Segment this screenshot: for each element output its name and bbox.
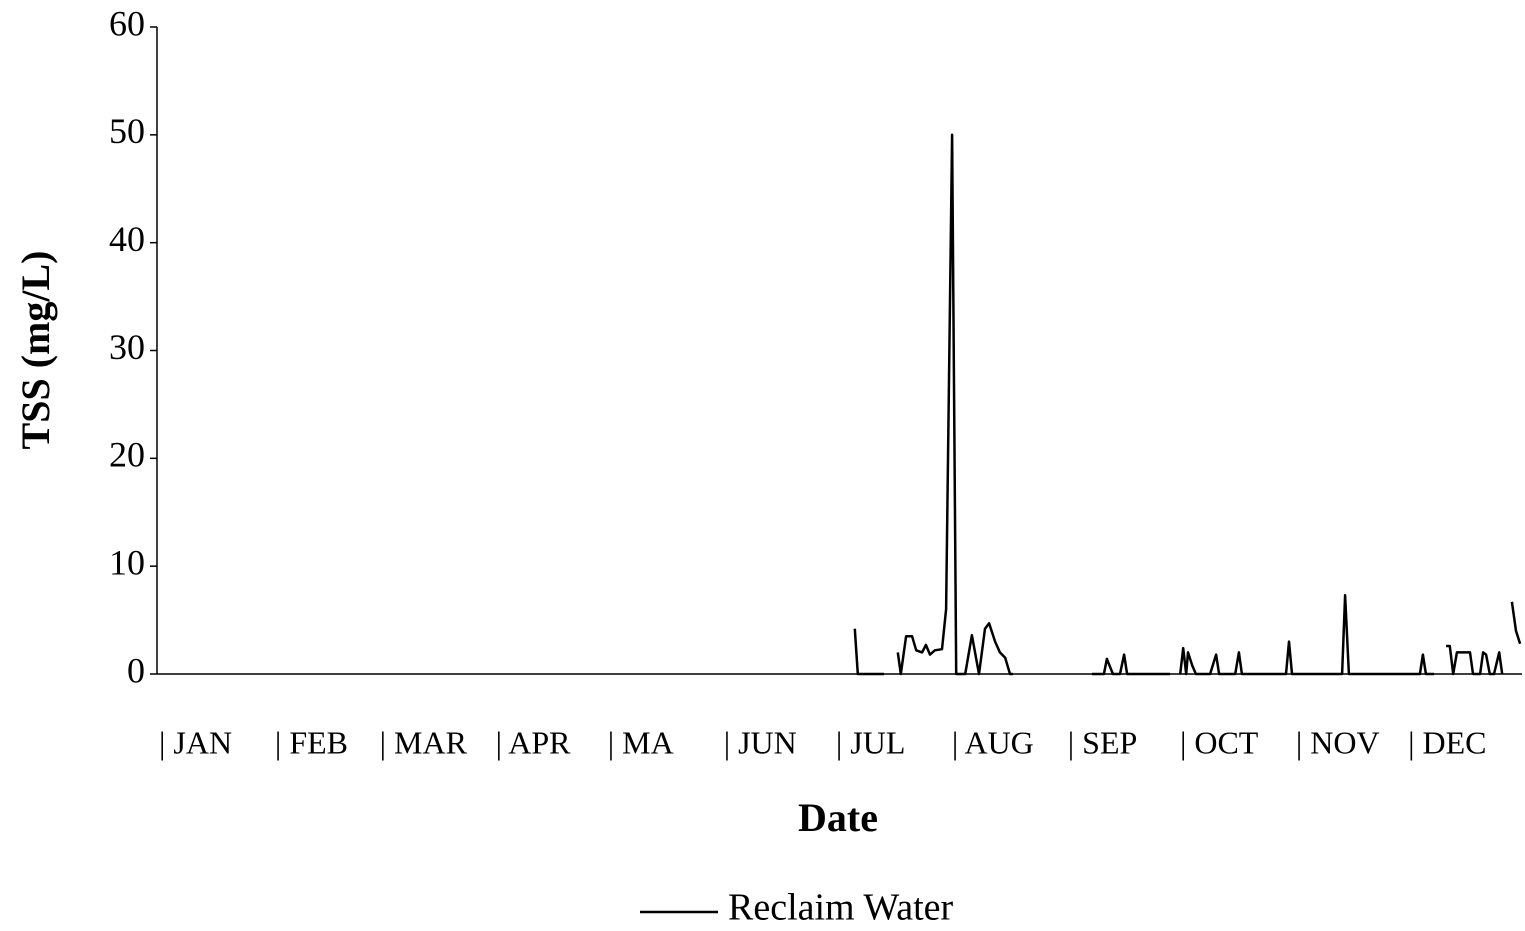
y-tick-label: 10 — [109, 542, 145, 582]
legend-label: Reclaim Water — [728, 887, 954, 929]
x-tick-label: | JUN — [724, 724, 797, 760]
x-tick-label: | NOV — [1296, 724, 1380, 760]
data-line — [853, 133, 1522, 676]
y-tick-label: 20 — [109, 435, 145, 475]
x-tick-label: | APR — [496, 724, 572, 760]
y-axis-title: TSS (mg/L) — [13, 251, 58, 450]
x-tick-label: | JUL — [836, 724, 906, 760]
y-tick-label: 40 — [109, 219, 145, 259]
x-tick-label: | OCT — [1180, 724, 1259, 760]
x-tick-label: | SEP — [1068, 724, 1138, 760]
y-tick-label: 50 — [109, 111, 145, 151]
x-tick-label: | DEC — [1408, 724, 1486, 760]
x-tick-label: | JAN — [159, 724, 232, 760]
y-tick-label: 30 — [109, 327, 145, 367]
y-tick-label: 0 — [127, 650, 145, 690]
y-tick-label: 60 — [109, 3, 145, 43]
x-tick-label: | AUG — [952, 724, 1034, 760]
x-tick-label: | FEB — [275, 724, 348, 760]
x-tick-label: | MA — [608, 724, 674, 760]
x-axis-title: Date — [798, 795, 878, 840]
x-tick-label: | MAR — [380, 724, 468, 760]
